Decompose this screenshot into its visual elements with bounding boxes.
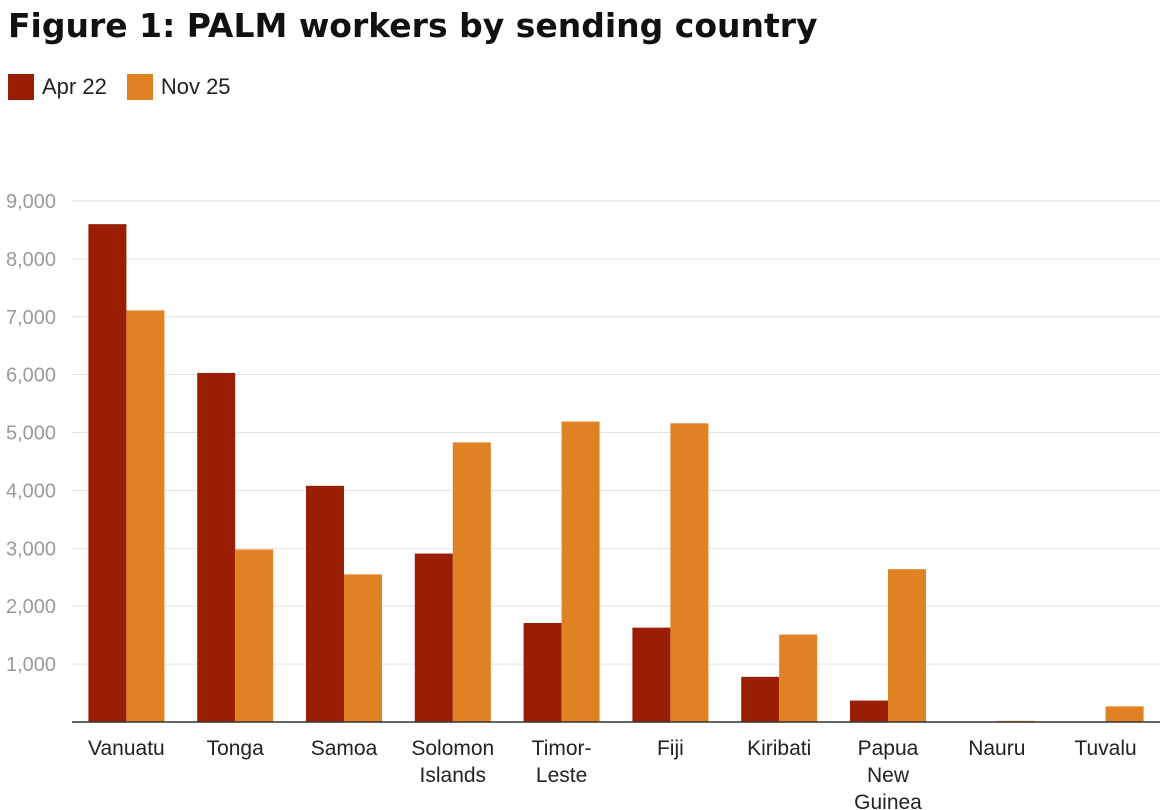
legend-swatch-apr-22 [8, 74, 34, 100]
bar-apr-22-samoa [306, 485, 344, 722]
bar-apr-22-vanuatu [88, 224, 127, 722]
x-category-label: Kiribati [747, 737, 811, 760]
bar-nov-25-samoa [344, 574, 382, 722]
chart-title: Figure 1: PALM workers by sending countr… [8, 6, 818, 45]
y-tick-label: 1,000 [6, 654, 56, 676]
y-tick-label: 3,000 [6, 538, 56, 560]
y-tick-label: 6,000 [6, 365, 56, 387]
legend-item-nov-25: Nov 25 [126, 74, 231, 100]
legend-item-apr-22: Apr 22 [8, 74, 107, 100]
bar-apr-22-papua-new-guinea [850, 700, 888, 722]
x-category-label: Fiji [657, 737, 684, 760]
x-category-label: Tuvalu [1074, 737, 1136, 760]
x-axis-category-labels: Vanuatu Tonga Samoa Solomon Islands Timor-Les… [88, 737, 1137, 810]
y-tick-label: 7,000 [6, 307, 56, 329]
bar-nov-25-tonga [235, 549, 274, 722]
bar-apr-22-solomon-islands [414, 553, 453, 722]
bar-apr-22-timor-leste [523, 623, 562, 722]
y-tick-label: 9,000 [6, 191, 56, 213]
bar-apr-22-fiji [632, 627, 671, 722]
legend-label-apr-22: Apr 22 [42, 74, 107, 99]
bar-nov-25-papua-new-guinea [888, 569, 926, 722]
bar-nov-25-solomon-islands [452, 442, 491, 722]
x-category-label: Papua New Guinea [854, 737, 922, 810]
y-axis-tick-labels: 1,000 2,000 3,000 4,000 5,000 6,000 7,000 8,000… [6, 191, 56, 676]
bars [88, 224, 1144, 722]
legend-label-nov-25: Nov 25 [160, 74, 231, 99]
bar-nov-25-tuvalu [1105, 706, 1144, 722]
y-tick-label: 4,000 [6, 480, 56, 502]
legend: Apr 22 Nov 25 [8, 74, 251, 100]
x-category-label: Tonga [207, 737, 265, 760]
bar-apr-22-kiribati [741, 676, 780, 722]
legend-swatch-nov-25 [126, 74, 153, 100]
gridlines [72, 200, 1160, 665]
y-tick-label: 8,000 [6, 249, 56, 271]
x-category-label: Timor-Leste [532, 737, 592, 787]
x-category-label: Solomon Islands [411, 737, 494, 787]
bar-nov-25-kiribati [779, 634, 818, 722]
x-category-label: Samoa [311, 737, 378, 760]
y-tick-label: 5,000 [6, 423, 56, 445]
y-tick-label: 2,000 [6, 596, 56, 618]
x-category-label: Nauru [968, 737, 1025, 760]
bar-nov-25-timor-leste [561, 421, 600, 722]
bar-nov-25-vanuatu [126, 310, 165, 722]
bar-apr-22-tonga [197, 372, 236, 722]
bar-nov-25-fiji [670, 423, 709, 722]
x-category-label: Vanuatu [88, 737, 165, 760]
